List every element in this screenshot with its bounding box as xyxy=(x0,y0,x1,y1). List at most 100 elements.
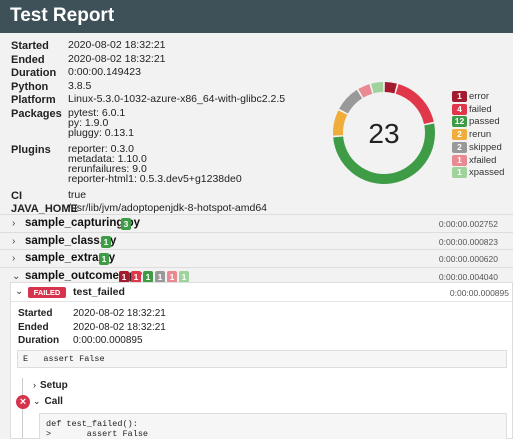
env-key: Duration xyxy=(11,67,57,79)
module-name: sample_capturing.py xyxy=(25,217,141,229)
donut-segment-error xyxy=(384,82,397,94)
test-info-row-started: Started 2020-08-02 18:32:21 xyxy=(18,308,318,320)
chevron-right-icon: › xyxy=(33,380,36,390)
report-header: Test Report xyxy=(0,0,513,33)
env-value: 0:00:00.149423 xyxy=(68,66,141,78)
module-duration: 0:00:00.004040 xyxy=(438,272,498,283)
legend-label: failed xyxy=(469,103,492,115)
module-row-sample-outcomes[interactable]: ⌄ sample_outcomes.py 1 1 1 1 1 1 0:00:00.004040 xyxy=(0,267,513,285)
module-name: sample_outcomes.py xyxy=(25,270,142,283)
test-name: test_failed xyxy=(73,286,125,298)
test-header[interactable]: ⌄ FAILED test_failed 0:00:00.000895 xyxy=(11,283,513,302)
legend-count: 2 xyxy=(452,129,467,141)
donut-segment-xfailed xyxy=(358,84,373,98)
env-value: pytest: 6.0.1 py: 1.9.0 pluggy: 0.13.1 xyxy=(68,106,134,139)
env-value-line: py: 1.9.0 xyxy=(68,116,109,129)
env-value-line: pytest: 6.0.1 xyxy=(68,106,126,119)
legend-label: xfailed xyxy=(469,154,497,166)
page-title: Test Report xyxy=(10,5,115,26)
error-output: E assert False xyxy=(17,350,507,368)
env-value-line: 0:00:00.149423 xyxy=(68,66,141,78)
env-key: CI xyxy=(11,189,22,202)
module-row-sample-capturing[interactable]: › sample_capturing.py 3 0:00:00.002752 xyxy=(0,214,513,232)
module-row-sample-class[interactable]: › sample_class.py 1 0:00:00.000823 xyxy=(0,231,513,250)
legend-count: 12 xyxy=(452,116,467,128)
legend-count: 1 xyxy=(452,154,467,166)
legend-count: 1 xyxy=(452,167,467,179)
env-value-line: pluggy: 0.13.1 xyxy=(68,126,134,139)
chevron-right-icon[interactable]: › xyxy=(12,218,16,229)
test-duration: 0:00:00.000895 xyxy=(449,288,509,298)
env-value: 2020-08-02 18:32:21 xyxy=(68,52,166,65)
test-info-value: 2020-08-02 18:32:21 xyxy=(73,321,166,333)
env-value-line: true xyxy=(68,188,87,201)
module-row-sample-extra[interactable]: › sample_extra.py 1 0:00:00.000620 xyxy=(0,249,513,267)
module-status-badge: 1 xyxy=(155,271,165,284)
legend-label: skipped xyxy=(469,141,502,153)
donut-segment-failed xyxy=(395,84,434,125)
chevron-right-icon[interactable]: › xyxy=(12,253,16,265)
module-name: sample_class.py xyxy=(25,234,117,247)
env-value-line: /usr/lib/jvm/adoptopenjdk-8-hotspot-amd6… xyxy=(68,202,268,214)
module-status-badge: 1 xyxy=(131,271,141,284)
env-key: JAVA_HOME xyxy=(11,203,78,215)
module-duration: 0:00:00.000823 xyxy=(438,236,498,247)
env-value-line: rerunfailures: 9.0 xyxy=(68,162,147,175)
test-detail-panel: ⌄ FAILED test_failed 0:00:00.000895 Star… xyxy=(10,282,513,439)
summary-section: Started 2020-08-02 18:32:21 Ended 2020-08-0… xyxy=(0,33,513,215)
env-key: Packages xyxy=(11,107,62,120)
env-value-line: metadata: 1.10.0 xyxy=(68,152,147,165)
test-info-value: 0:00:00.000895 xyxy=(73,335,143,346)
donut-segment-passed xyxy=(333,123,435,184)
phase-setup[interactable]: › Setup xyxy=(33,380,68,391)
test-modules-list: › sample_capturing.py 3 0:00:00.002752 › samp… xyxy=(0,209,513,439)
donut-segment-skipped xyxy=(339,89,363,114)
chevron-down-icon[interactable]: ⌄ xyxy=(12,271,21,283)
legend-label: rerun xyxy=(469,129,492,141)
test-info-row-ended: Ended 2020-08-02 18:32:21 xyxy=(18,322,318,334)
module-status-badge: 1 xyxy=(167,271,177,284)
legend-count: 4 xyxy=(452,103,467,115)
test-info-row-duration: Duration 0:00:00.000895 xyxy=(18,335,318,347)
env-value-line: 2020-08-02 18:32:21 xyxy=(68,52,166,65)
env-key: Plugins xyxy=(11,143,51,156)
call-code: def test_failed(): > assert False xyxy=(39,413,507,439)
env-value-line: 3.8.5 xyxy=(68,79,92,92)
env-key: Ended xyxy=(11,53,45,66)
module-status-badge: 1 xyxy=(179,271,189,284)
env-key: Started xyxy=(11,40,49,52)
test-info-key: Started xyxy=(18,308,53,319)
test-info-value: 2020-08-02 18:32:21 xyxy=(73,308,166,319)
module-duration: 0:00:00.002752 xyxy=(438,219,498,229)
env-value: true xyxy=(68,188,87,201)
module-status-badge: 3 xyxy=(121,218,131,230)
phase-call[interactable]: ⌄ Call xyxy=(33,396,63,407)
env-value: 3.8.5 xyxy=(68,79,92,92)
env-value: 2020-08-02 18:32:21 xyxy=(68,39,166,51)
legend-label: passed xyxy=(469,116,500,128)
legend-count: 2 xyxy=(452,141,467,153)
module-status-badge: 1 xyxy=(143,271,153,284)
env-key: Platform xyxy=(11,94,56,106)
module-status-badge: 1 xyxy=(101,235,111,248)
env-value: Linux-5.3.0-1032-azure-x86_64-with-glibc… xyxy=(68,93,286,105)
env-key: Python xyxy=(11,80,49,93)
env-value: reporter: 0.3.0 metadata: 1.10.0 rerunfail… xyxy=(68,143,242,184)
status-badge: FAILED xyxy=(28,287,66,298)
env-value-line: 2020-08-02 18:32:21 xyxy=(68,39,166,51)
fail-icon: × xyxy=(16,395,30,409)
legend-count: 1 xyxy=(452,91,467,102)
legend-label: xpassed xyxy=(469,167,505,179)
test-info-key: Ended xyxy=(18,321,49,333)
total-tests-count: 23 xyxy=(368,118,399,149)
env-value: /usr/lib/jvm/adoptopenjdk-8-hotspot-amd6… xyxy=(68,202,268,214)
legend-label: error xyxy=(469,91,490,102)
chevron-down-icon[interactable]: ⌄ xyxy=(15,286,24,297)
chevron-right-icon[interactable]: › xyxy=(12,235,16,247)
module-duration: 0:00:00.000620 xyxy=(438,254,498,265)
test-info-key: Duration xyxy=(18,335,60,346)
env-value-line: Linux-5.3.0-1032-azure-x86_64-with-glibc… xyxy=(68,93,286,105)
module-status-badge: 1 xyxy=(119,271,129,284)
chevron-down-icon: ⌄ xyxy=(33,396,41,406)
module-status-badge: 1 xyxy=(99,253,109,266)
